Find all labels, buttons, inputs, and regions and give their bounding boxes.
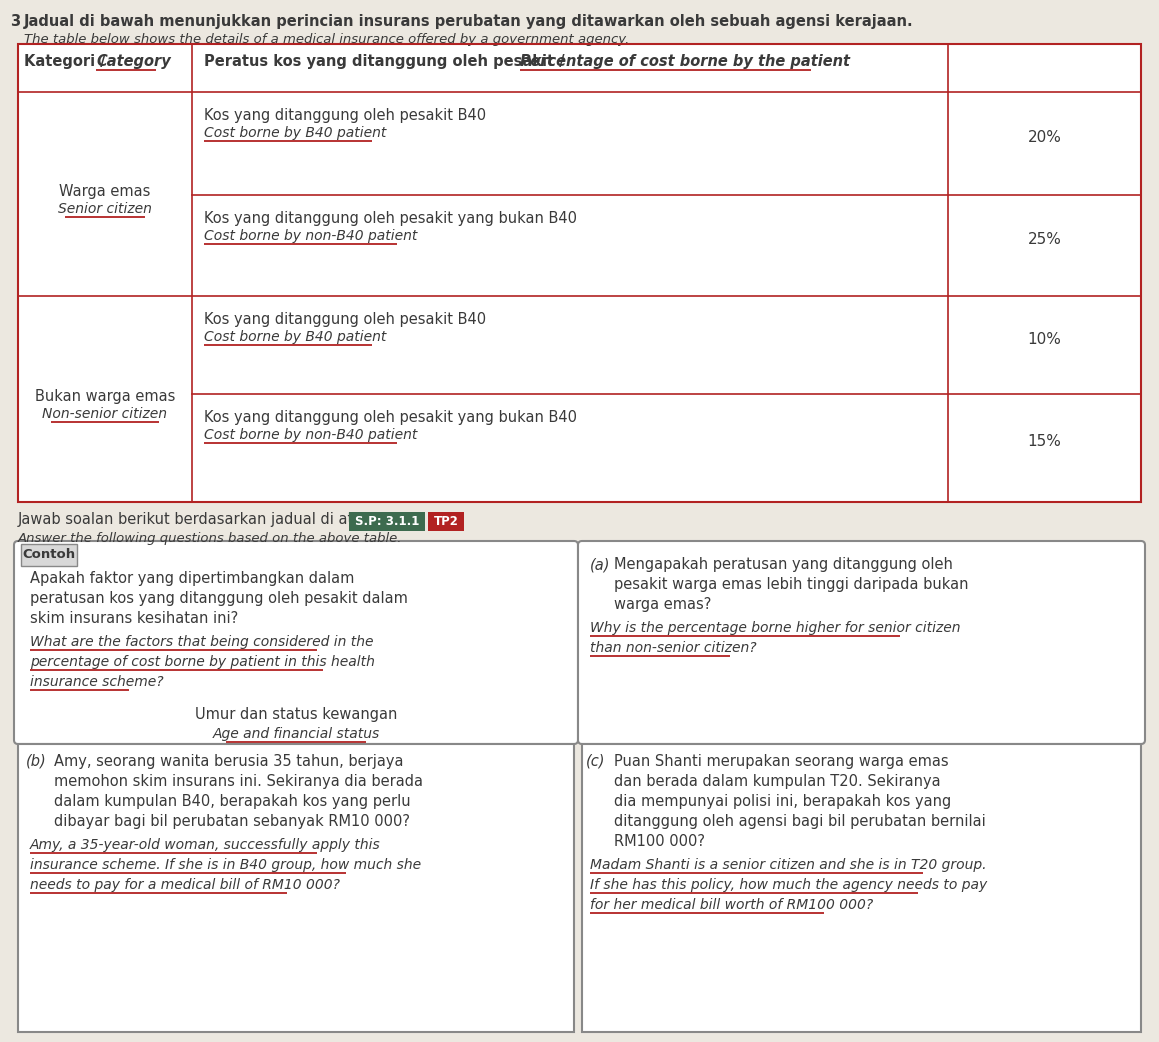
Text: Peratus kos yang ditanggung oleh pesakit /: Peratus kos yang ditanggung oleh pesakit…	[204, 54, 570, 69]
Text: Jadual di bawah menunjukkan perincian insurans perubatan yang ditawarkan oleh se: Jadual di bawah menunjukkan perincian in…	[24, 14, 913, 29]
Text: skim insurans kesihatan ini?: skim insurans kesihatan ini?	[30, 611, 239, 626]
Bar	[19, 744, 574, 1032]
Text: 25%: 25%	[1028, 232, 1062, 247]
Text: percentage of cost borne by patient in this health: percentage of cost borne by patient in t…	[30, 655, 374, 669]
Text: Kos yang ditanggung oleh pesakit B40: Kos yang ditanggung oleh pesakit B40	[204, 108, 486, 123]
Text: (a): (a)	[590, 557, 611, 572]
Text: dia mempunyai polisi ini, berapakah kos yang: dia mempunyai polisi ini, berapakah kos …	[614, 794, 952, 809]
Text: Cost borne by non-B40 patient: Cost borne by non-B40 patient	[204, 229, 417, 243]
Bar	[19, 44, 1140, 502]
Text: If she has this policy, how much the agency needs to pay: If she has this policy, how much the age…	[590, 878, 987, 892]
Text: Bukan warga emas: Bukan warga emas	[35, 389, 175, 404]
Text: dalam kumpulan B40, berapakah kos yang perlu: dalam kumpulan B40, berapakah kos yang p…	[54, 794, 410, 809]
Text: Kategori /: Kategori /	[24, 54, 111, 69]
Text: 3: 3	[10, 14, 20, 29]
Text: Amy, seorang wanita berusia 35 tahun, berjaya: Amy, seorang wanita berusia 35 tahun, be…	[54, 754, 403, 769]
Text: Category: Category	[96, 54, 170, 69]
Text: (c): (c)	[586, 754, 605, 769]
FancyBboxPatch shape	[578, 541, 1145, 744]
Text: ditanggung oleh agensi bagi bil perubatan bernilai: ditanggung oleh agensi bagi bil perubata…	[614, 814, 986, 829]
Text: Kos yang ditanggung oleh pesakit B40: Kos yang ditanggung oleh pesakit B40	[204, 312, 486, 327]
Text: memohon skim insurans ini. Sekiranya dia berada: memohon skim insurans ini. Sekiranya dia…	[54, 774, 423, 789]
Text: Percentage of cost borne by the patient: Percentage of cost borne by the patient	[520, 54, 850, 69]
FancyBboxPatch shape	[428, 512, 464, 531]
Text: What are the factors that being considered in the: What are the factors that being consider…	[30, 635, 373, 649]
Text: Jawab soalan berikut berdasarkan jadual di atas.: Jawab soalan berikut berdasarkan jadual …	[19, 512, 376, 527]
Text: needs to pay for a medical bill of RM10 000?: needs to pay for a medical bill of RM10 …	[30, 878, 340, 892]
Text: Why is the percentage borne higher for senior citizen: Why is the percentage borne higher for s…	[590, 621, 961, 635]
Text: TP2: TP2	[433, 515, 459, 528]
Text: pesakit warga emas lebih tinggi daripada bukan: pesakit warga emas lebih tinggi daripada…	[614, 577, 969, 592]
Text: RM100 000?: RM100 000?	[614, 834, 705, 849]
FancyBboxPatch shape	[14, 541, 578, 744]
Text: Umur dan status kewangan: Umur dan status kewangan	[195, 708, 398, 722]
Text: Amy, a 35-year-old woman, successfully apply this: Amy, a 35-year-old woman, successfully a…	[30, 838, 381, 852]
Text: Warga emas: Warga emas	[59, 184, 151, 199]
Text: 15%: 15%	[1028, 435, 1062, 449]
Text: insurance scheme?: insurance scheme?	[30, 675, 163, 689]
Text: peratusan kos yang ditanggung oleh pesakit dalam: peratusan kos yang ditanggung oleh pesak…	[30, 591, 408, 606]
Bar	[582, 744, 1140, 1032]
Text: dan berada dalam kumpulan T20. Sekiranya: dan berada dalam kumpulan T20. Sekiranya	[614, 774, 941, 789]
Text: Cost borne by B40 patient: Cost borne by B40 patient	[204, 126, 386, 140]
Text: 10%: 10%	[1028, 331, 1062, 347]
Text: Mengapakah peratusan yang ditanggung oleh: Mengapakah peratusan yang ditanggung ole…	[614, 557, 953, 572]
Text: Cost borne by B40 patient: Cost borne by B40 patient	[204, 330, 386, 344]
Text: Puan Shanti merupakan seorang warga emas: Puan Shanti merupakan seorang warga emas	[614, 754, 948, 769]
Text: S.P: 3.1.1: S.P: 3.1.1	[355, 515, 420, 528]
Text: (b): (b)	[25, 754, 46, 769]
Text: than non-senior citizen?: than non-senior citizen?	[590, 641, 757, 655]
Text: Kos yang ditanggung oleh pesakit yang bukan B40: Kos yang ditanggung oleh pesakit yang bu…	[204, 410, 577, 425]
FancyBboxPatch shape	[21, 544, 76, 566]
Text: dibayar bagi bil perubatan sebanyak RM10 000?: dibayar bagi bil perubatan sebanyak RM10…	[54, 814, 410, 829]
Text: The table below shows the details of a medical insurance offered by a government: The table below shows the details of a m…	[24, 33, 629, 46]
Text: 20%: 20%	[1028, 130, 1062, 145]
Text: Kos yang ditanggung oleh pesakit yang bukan B40: Kos yang ditanggung oleh pesakit yang bu…	[204, 210, 577, 226]
Text: for her medical bill worth of RM100 000?: for her medical bill worth of RM100 000?	[590, 898, 873, 912]
Text: Non-senior citizen: Non-senior citizen	[43, 407, 168, 421]
Text: warga emas?: warga emas?	[614, 597, 712, 612]
Bar	[19, 44, 1140, 502]
Text: Age and financial status: Age and financial status	[212, 727, 380, 741]
Text: insurance scheme. If she is in B40 group, how much she: insurance scheme. If she is in B40 group…	[30, 858, 421, 872]
Text: Cost borne by non-B40 patient: Cost borne by non-B40 patient	[204, 428, 417, 442]
Text: Senior citizen: Senior citizen	[58, 202, 152, 216]
Text: Answer the following questions based on the above table.: Answer the following questions based on …	[19, 532, 402, 545]
Text: Apakah faktor yang dipertimbangkan dalam: Apakah faktor yang dipertimbangkan dalam	[30, 571, 355, 586]
FancyBboxPatch shape	[349, 512, 425, 531]
Text: Madam Shanti is a senior citizen and she is in T20 group.: Madam Shanti is a senior citizen and she…	[590, 858, 986, 872]
Text: Contoh: Contoh	[22, 548, 75, 562]
